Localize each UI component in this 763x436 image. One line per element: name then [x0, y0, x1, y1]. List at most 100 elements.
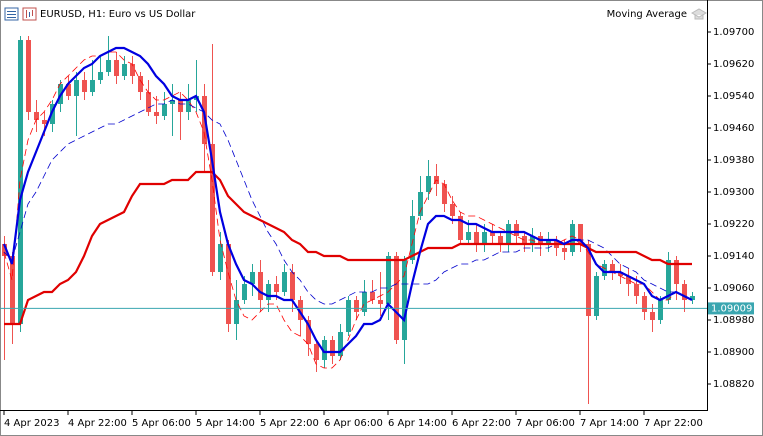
candle-body	[362, 292, 367, 312]
candle-body	[410, 216, 415, 260]
candle-body	[282, 272, 287, 292]
candle-body	[186, 100, 191, 112]
candle-body	[674, 260, 679, 284]
x-tick-label: 7 Apr 22:00	[644, 418, 703, 429]
y-tick-label: 1.09700	[713, 27, 754, 38]
candle-body	[162, 104, 167, 116]
indicator-icon[interactable]	[690, 8, 708, 20]
candle-body	[378, 300, 383, 304]
candle-body	[402, 260, 407, 340]
y-tick-label: 1.09140	[713, 251, 754, 262]
candle-body	[298, 300, 303, 320]
candle-body	[514, 224, 519, 236]
candle-body	[610, 264, 615, 272]
candle-body	[50, 104, 55, 124]
candle-body	[578, 224, 583, 244]
y-tick-label: 1.08820	[713, 379, 754, 390]
moving-average-line	[4, 170, 692, 326]
y-tick-label: 1.09620	[713, 59, 754, 70]
candle-body	[506, 224, 511, 244]
moving-average-line	[3, 51, 693, 369]
x-tick-label: 5 Apr 22:00	[260, 418, 319, 429]
x-tick-label: 6 Apr 14:00	[388, 418, 447, 429]
candle-body	[146, 92, 151, 112]
candle-body	[562, 248, 567, 252]
y-tick-label: 1.09300	[713, 187, 754, 198]
y-tick-label: 1.08900	[713, 347, 754, 358]
candle-body	[218, 244, 223, 272]
candle-body	[394, 256, 399, 340]
candle-body	[322, 340, 327, 360]
candle-body	[306, 320, 311, 344]
candle-body	[450, 204, 455, 216]
candle-body	[210, 144, 215, 272]
indicator-name: Moving Average	[607, 9, 687, 20]
x-tick-label: 5 Apr 14:00	[196, 418, 255, 429]
candle-body	[234, 300, 239, 324]
candle-body	[42, 120, 47, 124]
candle-body	[690, 296, 695, 300]
candle-body	[170, 100, 175, 104]
candle-body	[498, 236, 503, 244]
candle-body	[138, 76, 143, 92]
candle-body	[98, 72, 103, 80]
candle-body	[130, 64, 135, 76]
candle-body	[546, 240, 551, 244]
candle-body	[482, 232, 487, 244]
candle-body	[2, 244, 7, 256]
candle-body	[490, 232, 495, 236]
candle-body	[586, 244, 591, 316]
candle-body	[106, 60, 111, 72]
candle-body	[114, 60, 119, 76]
x-tick-label: 6 Apr 06:00	[324, 418, 383, 429]
candle-body	[338, 332, 343, 356]
candle-body	[682, 284, 687, 300]
candle-body	[154, 112, 159, 116]
candle-body	[426, 176, 431, 192]
candle-body	[442, 184, 447, 204]
candle-body	[10, 256, 15, 324]
candle-body	[418, 192, 423, 216]
y-tick-label: 1.09460	[713, 123, 754, 134]
y-tick-label: 1.09380	[713, 155, 754, 166]
candle-body	[26, 40, 31, 112]
candle-body	[626, 276, 631, 284]
x-tick-label: 5 Apr 06:00	[132, 418, 191, 429]
candle-body	[594, 276, 599, 316]
toolbar-icons[interactable]	[4, 7, 37, 21]
candle-body	[66, 84, 71, 96]
candle-body	[178, 100, 183, 112]
candle-body	[354, 300, 359, 312]
candle-body	[386, 256, 391, 304]
candle-body	[82, 80, 87, 92]
last-price-label: 1.09009	[711, 303, 752, 314]
candle-body	[474, 232, 479, 244]
x-tick-label: 4 Apr 22:00	[68, 418, 127, 429]
plot-area	[0, 36, 707, 404]
y-tick-label: 1.09540	[713, 91, 754, 102]
candle-body	[618, 272, 623, 276]
moving-average-line	[3, 99, 693, 305]
x-tick-label: 4 Apr 2023	[4, 418, 59, 429]
candle-body	[602, 264, 607, 276]
candle-body	[658, 300, 663, 320]
candle-body	[570, 224, 575, 252]
candle-body	[650, 312, 655, 320]
candle-body	[242, 284, 247, 300]
last-price-box	[708, 302, 754, 315]
candle-body	[330, 340, 335, 356]
candle-body	[274, 284, 279, 292]
x-tick-label: 6 Apr 22:00	[452, 418, 511, 429]
y-tick-label: 1.09220	[713, 219, 754, 230]
candle-body	[290, 272, 295, 300]
y-tick-label: 1.09060	[713, 283, 754, 294]
candle-body	[346, 300, 351, 332]
candle-body	[642, 296, 647, 312]
candle-body	[666, 260, 671, 300]
candle-body	[250, 272, 255, 284]
candle-body	[74, 80, 79, 96]
candle-body	[90, 80, 95, 92]
candle-body	[226, 244, 231, 324]
